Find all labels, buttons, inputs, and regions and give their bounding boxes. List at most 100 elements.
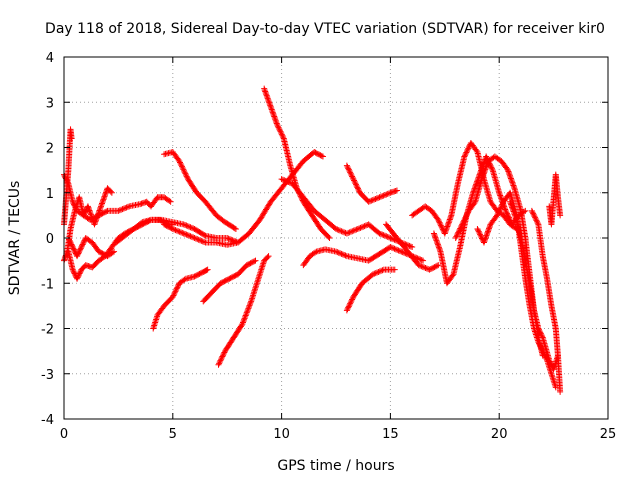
data-point [360,223,367,230]
series-arc-20 [452,153,546,359]
data-point [417,262,424,269]
data-point [75,249,82,256]
data-point [431,233,438,240]
data-point [499,201,506,208]
data-point [266,100,273,107]
data-point [262,88,269,95]
data-point [177,160,184,167]
data-point [504,211,511,218]
data-point [474,178,481,185]
data-point [278,176,285,183]
data-point [436,245,443,252]
data-point [181,276,188,283]
data-point [79,242,86,249]
data-point [339,251,346,258]
y-tick-label: 2 [46,142,54,157]
x-tick-label: 20 [491,427,508,442]
data-series [61,85,564,395]
series-arc-09 [150,266,211,332]
data-point [480,239,487,246]
data-point [75,273,82,280]
data-point [371,196,378,203]
data-point [97,203,104,210]
data-point [326,235,333,241]
data-point [383,191,390,198]
data-point [349,228,356,235]
data-point [455,228,462,235]
data-point [100,196,107,203]
data-point [506,172,513,179]
data-point [122,205,129,212]
data-point [347,299,354,306]
data-point [78,244,85,251]
data-point [508,201,515,208]
data-point [348,172,355,179]
x-tick-label: 15 [382,427,399,442]
data-point [195,236,202,243]
data-point [494,211,501,218]
data-point [461,217,468,224]
data-point [115,207,122,214]
data-point [338,250,345,257]
data-point [179,229,186,236]
data-point [74,253,81,260]
data-point [220,352,227,359]
data-point [220,350,227,357]
data-point [537,342,544,349]
data-point [77,269,84,276]
data-point [243,309,250,316]
data-point [435,244,442,251]
data-point [284,178,291,185]
data-point [245,304,252,311]
data-point [415,262,422,269]
data-point [434,241,441,248]
data-point [166,197,173,204]
data-point [433,238,440,245]
data-point [273,120,280,127]
data-point [85,204,92,211]
data-point [345,304,352,311]
data-point [557,388,564,395]
data-point [232,225,239,232]
data-point [480,171,487,178]
data-point [367,198,373,205]
data-point [505,168,512,175]
data-point [264,254,271,261]
series-arc-06 [113,216,242,246]
data-point [64,179,71,186]
data-point [181,167,188,174]
data-point [192,235,199,242]
data-point [74,251,81,258]
series-arc-24 [546,171,564,228]
data-point [96,207,103,214]
data-point [182,221,189,228]
y-tick-label: -3 [41,368,54,383]
data-point [344,306,351,313]
data-point [180,230,187,237]
series-arc-08 [161,149,239,232]
data-point [238,322,245,329]
data-point [380,192,387,199]
data-point [372,270,379,277]
data-point [496,189,503,196]
data-point [380,232,387,239]
data-point [377,193,384,200]
data-point [376,230,383,237]
series-arc-11 [215,253,272,368]
data-point [107,188,114,195]
data-point [264,95,271,102]
data-point [186,223,193,230]
data-point [498,195,505,202]
data-point [379,267,386,274]
data-point [108,189,115,196]
data-point [170,292,177,299]
data-point [479,174,486,181]
data-point [463,213,470,220]
data-point [265,253,272,260]
data-point [511,209,518,216]
data-point [536,341,543,348]
data-point [497,205,504,212]
data-point [343,307,350,314]
series-arc-23 [528,207,564,395]
data-point [446,217,453,224]
